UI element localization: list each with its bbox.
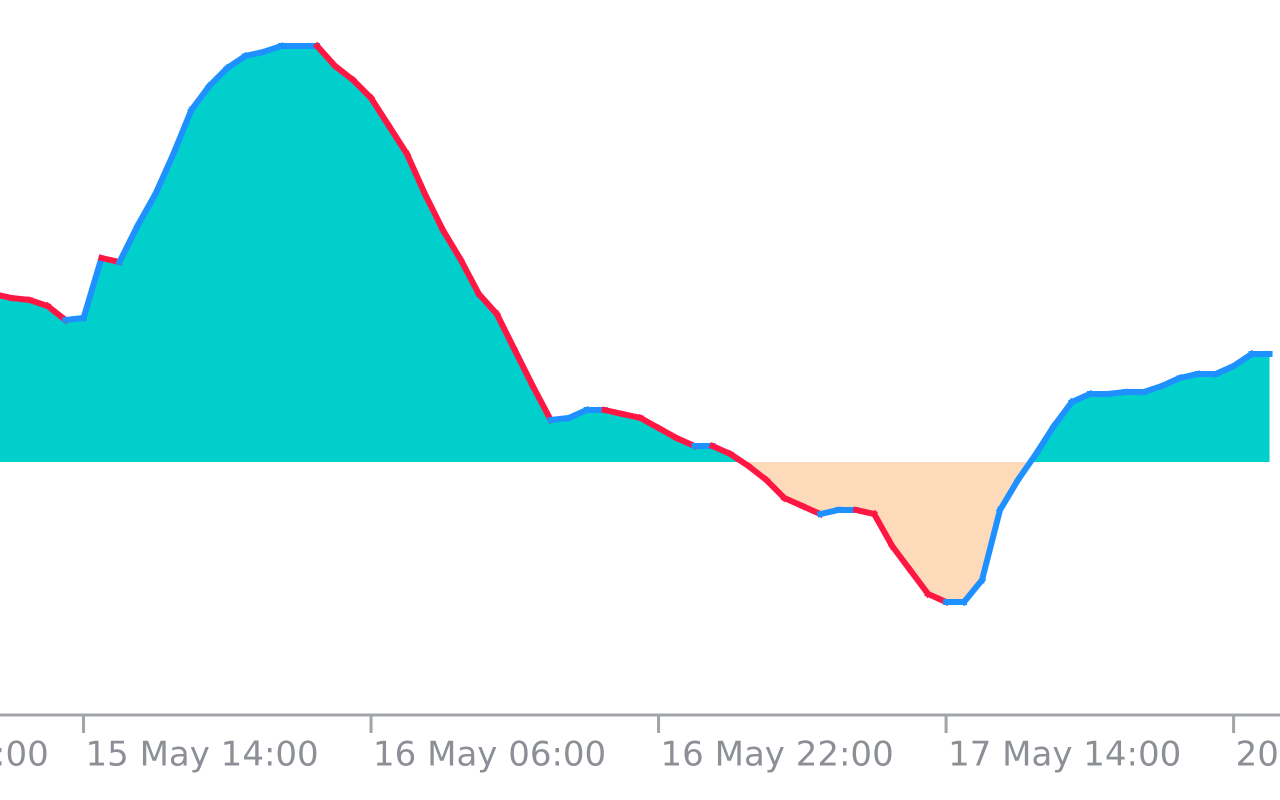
line-segment [905, 565, 933, 599]
line-segment [223, 51, 250, 73]
line-segment [510, 345, 537, 391]
line-segment [330, 61, 358, 85]
line-segment [744, 461, 771, 485]
line-segment [79, 254, 106, 322]
line-segment [205, 63, 232, 91]
x-tick-label: 17 May 14:00 [948, 735, 1181, 775]
area-negative [0, 462, 1270, 602]
line-segment [959, 575, 987, 607]
line-segment [384, 121, 412, 159]
line-segment [528, 381, 555, 425]
line-segment [438, 225, 466, 265]
line-segment [1049, 397, 1077, 431]
line-segment [474, 289, 502, 319]
x-tick-label: 16 May 22:00 [661, 735, 894, 775]
line-segment [762, 475, 789, 503]
line-segment [241, 48, 267, 60]
line-segment [312, 41, 340, 71]
line-segment [115, 221, 142, 267]
line-segment [1031, 421, 1059, 459]
line-segment [995, 475, 1023, 515]
line-segment [151, 150, 178, 198]
line-segment [978, 506, 1004, 584]
line-segment [870, 509, 897, 551]
line-segment [420, 189, 447, 235]
x-tick-label: 16 May 06:00 [373, 735, 606, 775]
line-segment [456, 255, 483, 299]
line-segment [1013, 449, 1041, 485]
line-segment [601, 406, 627, 418]
line-segment [636, 413, 663, 433]
line-segment [708, 442, 735, 458]
x-tick-label: :00 [0, 735, 49, 775]
line-segment [348, 75, 376, 103]
line-segment [187, 81, 214, 115]
line-segment [366, 93, 394, 131]
area-positive [0, 46, 1270, 462]
line-segment [133, 189, 160, 231]
line-segment [780, 494, 807, 510]
line-segment [1139, 382, 1166, 396]
line-segment [654, 423, 681, 443]
line-segment [492, 309, 519, 355]
line-segment [0, 292, 16, 302]
line-segment [403, 150, 429, 198]
x-tick-label: 20 [1236, 735, 1279, 775]
line-segment [726, 449, 753, 471]
line-segment [1211, 362, 1238, 378]
line-segment [169, 106, 196, 158]
line-segment [1157, 374, 1184, 390]
x-tick-label: 15 May 14:00 [86, 735, 319, 775]
line-segment [887, 541, 915, 575]
